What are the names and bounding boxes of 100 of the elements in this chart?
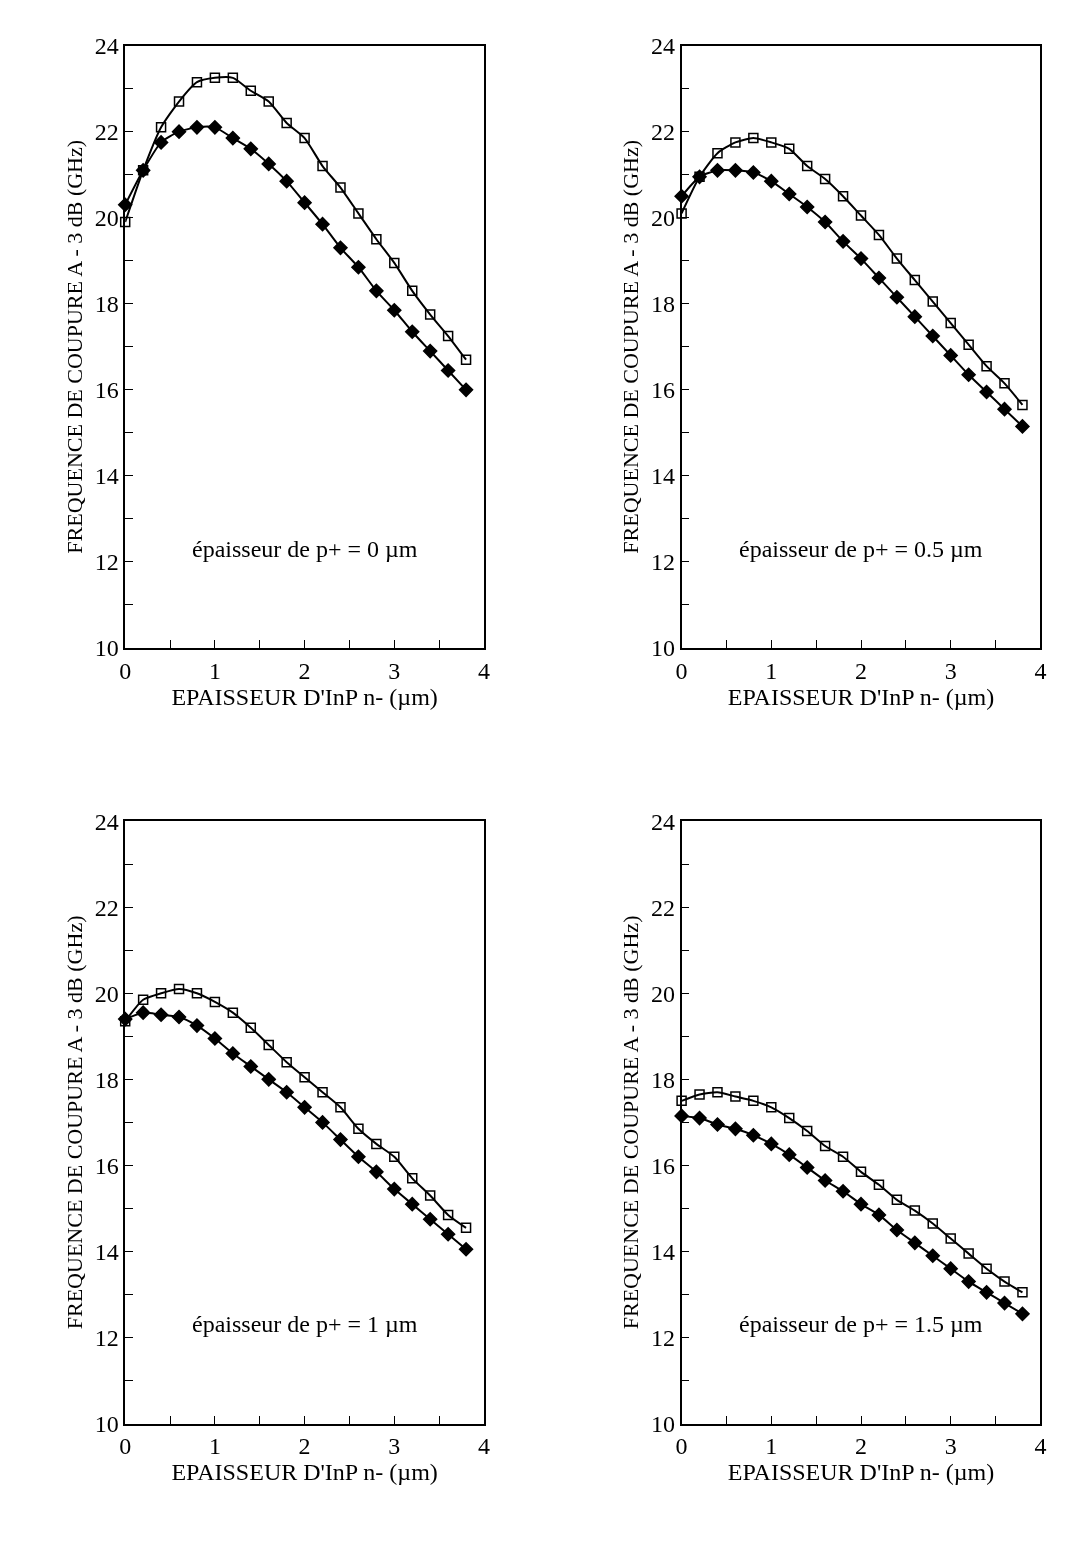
point bbox=[907, 1235, 923, 1251]
point bbox=[945, 317, 956, 329]
point bbox=[191, 988, 203, 999]
point bbox=[404, 1196, 420, 1212]
point bbox=[227, 1007, 239, 1018]
point bbox=[243, 141, 259, 157]
x-tick-label: 3 bbox=[944, 1433, 957, 1460]
point bbox=[207, 120, 223, 135]
y-tick-label: 16 bbox=[94, 1152, 119, 1179]
y-tick-label: 10 bbox=[94, 635, 119, 662]
y-tick-label: 20 bbox=[94, 980, 119, 1007]
point bbox=[873, 229, 885, 241]
point bbox=[209, 72, 221, 84]
point bbox=[442, 1209, 454, 1221]
point bbox=[406, 1173, 418, 1184]
point bbox=[730, 1091, 741, 1102]
x-axis-title: EPAISSEUR D'InP n- (µm) bbox=[727, 1459, 995, 1486]
y-tick-label: 24 bbox=[94, 32, 119, 59]
point bbox=[961, 1274, 976, 1289]
x-tick-label: 3 bbox=[388, 657, 401, 684]
point bbox=[819, 1140, 831, 1152]
x-tick-label: 3 bbox=[388, 1433, 401, 1460]
point bbox=[189, 120, 205, 135]
point bbox=[799, 1160, 815, 1175]
y-tick-label: 22 bbox=[94, 119, 119, 146]
point bbox=[999, 1276, 1010, 1287]
point bbox=[153, 1007, 169, 1023]
annotation: épaisseur de p+ = 1 µm bbox=[192, 1311, 418, 1337]
x-tick-label: 1 bbox=[765, 657, 778, 684]
point bbox=[389, 1151, 400, 1163]
point bbox=[245, 1022, 257, 1033]
point bbox=[891, 1194, 903, 1206]
point bbox=[853, 251, 869, 266]
point bbox=[389, 257, 400, 269]
point bbox=[315, 216, 330, 232]
point bbox=[692, 1110, 707, 1126]
x-tick-label: 0 bbox=[675, 1433, 688, 1460]
point bbox=[440, 1227, 456, 1242]
point bbox=[907, 309, 923, 324]
point bbox=[281, 117, 292, 129]
annotation: épaisseur de p+ = 0.5 µm bbox=[739, 536, 983, 562]
point bbox=[801, 1125, 813, 1137]
point bbox=[871, 1207, 887, 1223]
point bbox=[837, 1151, 849, 1163]
point bbox=[191, 76, 203, 88]
point bbox=[945, 1233, 956, 1244]
point bbox=[710, 1117, 725, 1132]
point bbox=[712, 147, 723, 159]
point bbox=[981, 1263, 992, 1274]
y-tick-label: 14 bbox=[651, 463, 676, 490]
point bbox=[799, 199, 815, 215]
point bbox=[746, 165, 761, 180]
point bbox=[297, 195, 312, 210]
x-axis-title: EPAISSEUR D'InP n- (µm) bbox=[171, 1459, 438, 1486]
point bbox=[442, 330, 454, 342]
point bbox=[171, 1009, 187, 1025]
point bbox=[155, 122, 167, 133]
point bbox=[353, 208, 364, 219]
point bbox=[335, 182, 346, 193]
y-axis-title: FREQUENCE DE COUPURE A - 3 dB (GHz) bbox=[618, 139, 644, 554]
point bbox=[817, 214, 833, 230]
y-tick-label: 14 bbox=[651, 1238, 676, 1265]
y-tick-label: 18 bbox=[94, 1066, 119, 1093]
point bbox=[279, 1085, 294, 1100]
point bbox=[1017, 1287, 1028, 1298]
point bbox=[961, 367, 976, 383]
point bbox=[676, 208, 687, 219]
point bbox=[979, 384, 994, 400]
point bbox=[119, 216, 131, 228]
point bbox=[837, 190, 849, 202]
point bbox=[781, 1147, 797, 1162]
point bbox=[424, 309, 436, 320]
point bbox=[819, 173, 831, 185]
point bbox=[135, 1005, 151, 1020]
x-tick-label: 4 bbox=[1034, 657, 1047, 684]
point bbox=[369, 1164, 384, 1180]
y-tick-label: 10 bbox=[651, 1410, 676, 1437]
point bbox=[279, 173, 294, 189]
point bbox=[925, 1248, 941, 1264]
point bbox=[748, 132, 759, 144]
y-tick-label: 24 bbox=[651, 808, 676, 835]
annotation: épaisseur de p+ = 0 µm bbox=[192, 536, 418, 562]
point bbox=[155, 988, 167, 999]
x-axis-title: EPAISSEUR D'InP n- (µm) bbox=[171, 683, 438, 710]
point bbox=[458, 382, 474, 398]
y-tick-label: 14 bbox=[94, 463, 119, 490]
y-tick-label: 20 bbox=[651, 205, 676, 232]
point bbox=[406, 285, 418, 297]
y-tick-label: 12 bbox=[651, 549, 676, 576]
point bbox=[333, 1132, 348, 1147]
point bbox=[963, 1248, 974, 1259]
point bbox=[963, 339, 974, 350]
y-tick-label: 10 bbox=[651, 635, 676, 662]
y-axis-title: FREQUENCE DE COUPURE A - 3 dB (GHz) bbox=[618, 915, 644, 1330]
point bbox=[207, 1031, 223, 1046]
point bbox=[387, 302, 402, 318]
point bbox=[404, 324, 420, 339]
point bbox=[728, 163, 743, 178]
point bbox=[171, 124, 187, 139]
point bbox=[1015, 419, 1030, 434]
